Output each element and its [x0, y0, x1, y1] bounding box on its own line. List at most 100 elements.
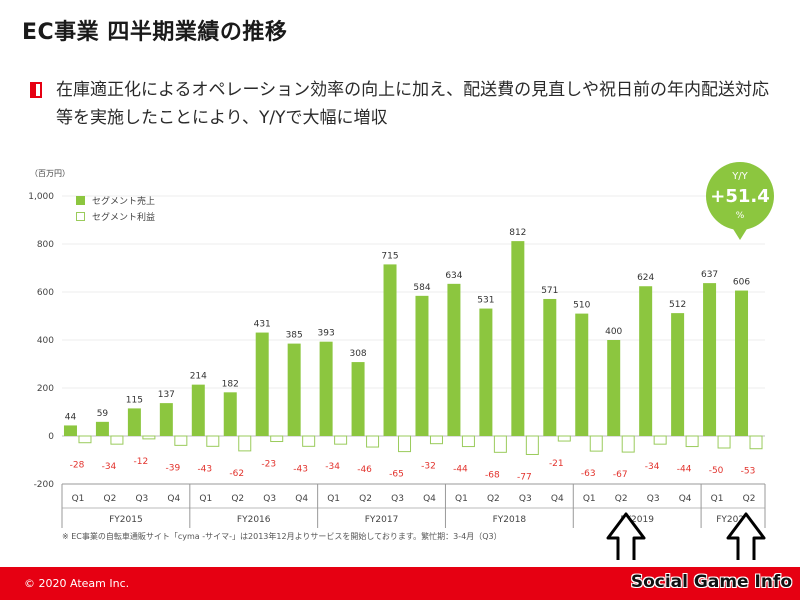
profit-value-label: -43 — [293, 464, 308, 474]
sales-bar — [479, 308, 493, 436]
quarter-tick-label: Q4 — [295, 494, 308, 504]
profit-bar — [206, 435, 220, 447]
profit-bar — [78, 435, 92, 444]
fiscal-year-label: FY2020 — [716, 515, 750, 525]
quarter-tick-label: Q2 — [743, 494, 756, 504]
quarter-tick-label: Q2 — [104, 494, 117, 504]
profit-bar — [429, 435, 443, 445]
profit-bar — [749, 435, 763, 450]
profit-bar — [238, 435, 252, 452]
profit-bar — [110, 435, 124, 445]
sales-value-label: 393 — [318, 329, 335, 339]
profit-value-label: -62 — [229, 469, 244, 479]
up-arrow-icon — [726, 512, 766, 560]
sales-bar — [735, 290, 749, 436]
fiscal-year-label: FY2018 — [493, 515, 527, 525]
sales-value-label: 308 — [349, 349, 366, 359]
y-tick-label: 200 — [37, 384, 54, 394]
bullet-marker — [30, 82, 42, 98]
profit-value-label: -65 — [389, 470, 404, 480]
profit-bar — [142, 435, 156, 440]
profit-value-label: -34 — [325, 462, 340, 472]
y-tick-label: -200 — [34, 480, 55, 490]
profit-value-label: -50 — [709, 466, 724, 476]
quarter-tick-label: Q4 — [679, 494, 692, 504]
fiscal-year-label: FY2015 — [109, 515, 143, 525]
profit-bar — [302, 435, 316, 447]
quarter-tick-label: Q2 — [231, 494, 244, 504]
profit-bar — [461, 435, 475, 448]
quarter-tick-label: Q1 — [711, 494, 724, 504]
profit-bar — [621, 435, 635, 453]
sales-bar — [223, 392, 237, 436]
y-unit-label: （百万円） — [30, 169, 70, 178]
quarter-tick-label: Q2 — [359, 494, 372, 504]
sales-value-label: 531 — [477, 296, 494, 306]
sales-bar — [127, 408, 141, 436]
profit-value-label: -34 — [645, 462, 660, 472]
quarter-tick-label: Q3 — [263, 494, 276, 504]
slide-title: EC事業 四半期業績の推移 — [22, 20, 288, 45]
sales-value-label: 624 — [637, 273, 654, 283]
profit-bar — [493, 435, 507, 453]
sales-value-label: 115 — [126, 395, 143, 405]
sales-bar — [671, 313, 685, 436]
y-tick-label: 800 — [37, 240, 54, 250]
sales-bar — [703, 283, 717, 436]
quarter-tick-label: Q4 — [551, 494, 564, 504]
sales-bar — [191, 384, 205, 436]
profit-bar — [717, 435, 731, 449]
quarter-tick-label: Q2 — [487, 494, 500, 504]
quarter-tick-label: Q3 — [391, 494, 404, 504]
badge-value: +51.4 — [710, 186, 770, 207]
sales-bar — [319, 341, 333, 436]
profit-value-label: -44 — [453, 465, 468, 475]
sales-bar — [575, 313, 589, 436]
sales-bar — [287, 343, 301, 436]
profit-value-label: -53 — [741, 467, 756, 477]
sales-value-label: 812 — [509, 228, 526, 238]
sales-value-label: 137 — [158, 390, 175, 400]
profit-bar — [334, 435, 348, 445]
profit-value-label: -32 — [421, 462, 436, 472]
sales-bar — [255, 332, 269, 436]
sales-bar — [95, 421, 109, 436]
quarter-tick-label: Q1 — [583, 494, 596, 504]
profit-value-label: -43 — [197, 464, 212, 474]
quarter-tick-label: Q4 — [423, 494, 436, 504]
profit-bar — [653, 435, 667, 445]
sales-value-label: 182 — [222, 379, 239, 389]
profit-value-label: -67 — [613, 470, 628, 480]
quarter-tick-label: Q1 — [72, 494, 85, 504]
fiscal-year-label: FY2017 — [365, 515, 399, 525]
quarter-tick-label: Q3 — [519, 494, 532, 504]
profit-value-label: -44 — [677, 465, 692, 475]
profit-value-label: -23 — [261, 460, 276, 470]
sales-chart: （百万円） -200 0 200 400 600 800 1,000 44 -28 59 -34 11… — [28, 162, 774, 560]
sales-bar — [383, 264, 397, 436]
quarter-tick-label: Q1 — [455, 494, 468, 504]
profit-value-label: -63 — [581, 469, 596, 479]
legend-label-profit: セグメント利益 — [92, 211, 155, 223]
quarter-tick-label: Q1 — [327, 494, 340, 504]
y-tick-label: 600 — [37, 288, 54, 298]
sales-value-label: 510 — [573, 301, 590, 311]
profit-value-label: -34 — [102, 462, 117, 472]
footnote: ※ EC事業の自転車通販サイト「cyma -サイマ-」は2013年12月よりサー… — [62, 532, 502, 541]
watermark: Social Game Info — [630, 572, 792, 592]
badge-circle — [706, 162, 774, 230]
profit-value-label: -21 — [549, 459, 564, 469]
fiscal-year-label: FY2016 — [237, 515, 271, 525]
profit-bar — [398, 435, 412, 453]
quarter-tick-label: Q2 — [615, 494, 628, 504]
sales-value-label: 512 — [669, 300, 686, 310]
sales-value-label: 637 — [701, 270, 718, 280]
fiscal-year-label: FY2019 — [620, 515, 654, 525]
profit-value-label: -39 — [165, 463, 180, 473]
profit-value-label: -46 — [357, 465, 372, 475]
quarter-tick-label: Q1 — [199, 494, 212, 504]
legend-swatch-profit — [76, 212, 85, 221]
profit-bar — [525, 435, 539, 455]
y-tick-label: 0 — [48, 432, 54, 442]
sales-value-label: 571 — [541, 286, 558, 296]
